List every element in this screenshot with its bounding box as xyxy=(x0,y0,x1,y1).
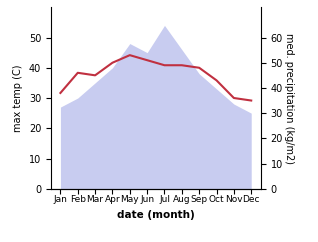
Y-axis label: max temp (C): max temp (C) xyxy=(13,64,23,132)
X-axis label: date (month): date (month) xyxy=(117,210,195,219)
Y-axis label: med. precipitation (kg/m2): med. precipitation (kg/m2) xyxy=(284,32,294,164)
